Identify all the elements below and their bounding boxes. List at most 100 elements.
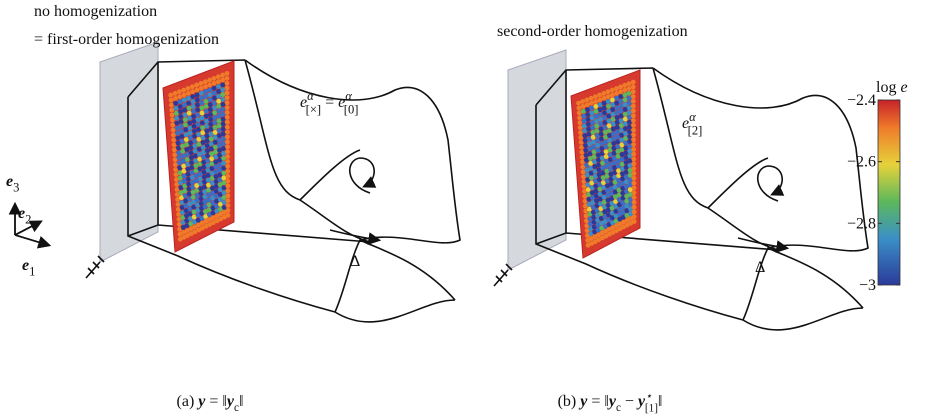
mesh-node — [217, 172, 223, 178]
mesh-node — [180, 225, 186, 230]
mesh-node — [210, 190, 215, 196]
mesh-node — [584, 172, 590, 178]
mesh-node — [200, 130, 206, 136]
mesh-node — [189, 160, 195, 166]
mesh-node — [188, 145, 194, 151]
mesh-node — [184, 228, 190, 233]
strain-label: eα [2] — [682, 110, 702, 138]
mesh-node — [594, 208, 600, 213]
mesh-node — [622, 97, 628, 103]
mesh-node — [602, 209, 608, 215]
mesh-node — [613, 218, 619, 224]
mesh-node — [221, 190, 227, 196]
mesh-node — [184, 142, 189, 147]
mesh-node — [202, 184, 208, 190]
mesh-node — [587, 156, 593, 161]
mesh-node — [619, 132, 625, 138]
mesh-node — [177, 165, 183, 171]
mesh-node — [198, 191, 204, 197]
mesh-node — [592, 164, 598, 169]
mesh-node — [599, 146, 605, 151]
mesh-node — [209, 180, 215, 186]
mesh-node — [220, 92, 226, 98]
load-arrow — [737, 237, 790, 253]
mesh-node — [631, 113, 636, 119]
mesh-node — [577, 120, 583, 126]
mesh-node — [208, 131, 214, 137]
mesh-node — [180, 148, 186, 154]
mesh-node — [585, 182, 591, 188]
text-run: e — [338, 94, 345, 111]
mesh-node — [195, 202, 200, 208]
mesh-node — [171, 142, 177, 148]
mesh-node — [602, 115, 608, 121]
mesh-node — [221, 204, 227, 210]
mesh-node — [586, 131, 592, 137]
mesh-node — [603, 154, 609, 159]
mesh-node — [211, 85, 217, 91]
mesh-node — [619, 137, 625, 143]
mesh-node — [186, 100, 192, 106]
mesh-node — [594, 128, 600, 134]
mesh-node — [186, 95, 191, 101]
mesh-node — [191, 199, 196, 205]
mesh-node — [174, 187, 180, 192]
mesh-node — [607, 133, 612, 138]
mesh-node — [210, 210, 216, 216]
mesh-node — [182, 102, 187, 108]
support — [85, 255, 105, 279]
mesh-node — [605, 197, 611, 203]
mesh-node — [214, 198, 219, 204]
mesh-node — [178, 124, 184, 129]
mesh-node — [589, 100, 594, 106]
mesh-node — [195, 122, 201, 127]
text-run: (a) — [177, 393, 199, 410]
panel-heading: second-order homogenization — [497, 23, 688, 40]
panel-b-drawing — [493, 49, 869, 331]
mesh-node — [200, 135, 206, 141]
mesh-node — [630, 89, 636, 95]
mesh-node — [614, 120, 620, 125]
mesh-node — [620, 185, 626, 191]
mesh-node — [601, 100, 607, 106]
mesh-node — [591, 209, 596, 215]
mesh-node — [203, 113, 209, 119]
mesh-node — [581, 174, 586, 180]
colorbar-tick-label: −2.6 — [847, 154, 876, 171]
mesh-node — [191, 128, 197, 134]
mesh-node — [597, 181, 603, 187]
mesh-node — [208, 117, 214, 122]
mesh-node — [609, 92, 615, 98]
mesh-node — [593, 103, 599, 109]
mesh-node — [591, 224, 597, 230]
mesh-node — [598, 131, 604, 137]
mesh-node — [198, 186, 204, 192]
mesh-node — [189, 165, 195, 170]
mesh-node — [616, 182, 622, 188]
mesh-node — [592, 94, 598, 100]
mesh-node — [614, 100, 620, 106]
mesh-node — [179, 138, 185, 144]
mesh-node — [220, 131, 226, 137]
mesh-node — [589, 105, 595, 111]
mesh-node — [606, 113, 612, 119]
mesh-node — [622, 107, 628, 112]
mesh-node — [577, 115, 582, 121]
mesh-node — [618, 108, 624, 114]
mesh-node — [199, 215, 205, 221]
mesh-node — [181, 173, 187, 179]
mesh-node — [187, 115, 192, 121]
mesh-node — [601, 105, 607, 111]
mesh-node — [180, 143, 185, 149]
mesh-node — [224, 110, 230, 115]
mesh-node — [587, 141, 592, 147]
mesh-node — [631, 142, 637, 147]
mesh-node — [599, 235, 605, 241]
mesh-node — [178, 185, 184, 191]
mesh-node — [225, 173, 231, 179]
mesh-node — [622, 92, 628, 98]
mesh-node — [169, 117, 175, 123]
text-run: ⋆ — [645, 391, 652, 403]
text-run: c — [616, 402, 621, 414]
mesh-node — [207, 87, 213, 93]
